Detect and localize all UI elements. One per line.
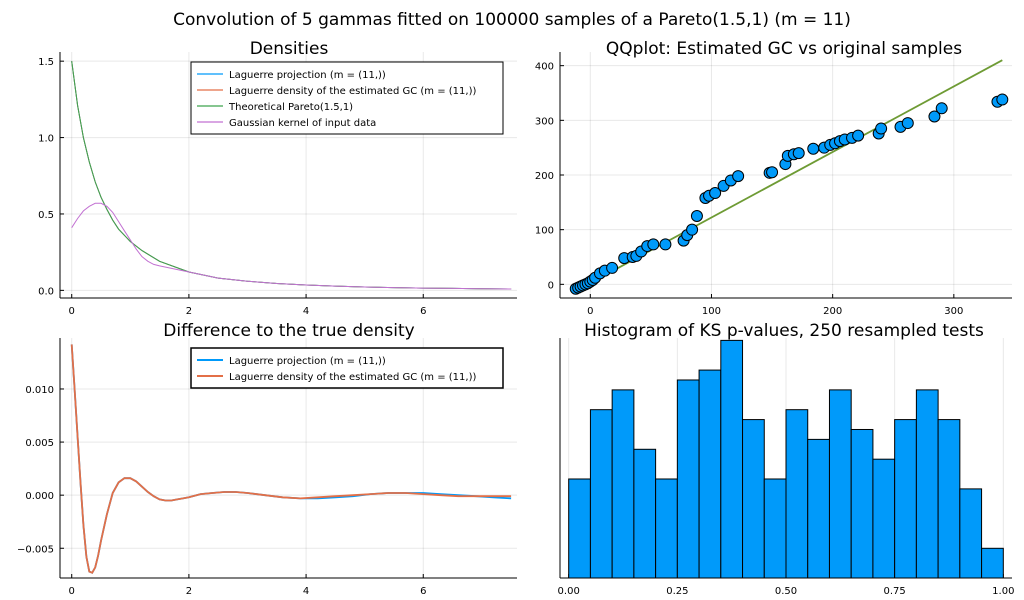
panel-2: 0 100 200 300 0 100 200 300 400 QQplot: Estimated… (535, 39, 1012, 317)
histogram-bar (742, 419, 765, 578)
panel-title: Difference to the true density (163, 321, 414, 341)
histogram-bar (807, 438, 830, 578)
legend: Laguerre projection (m = (11,)) Laguerre … (190, 347, 504, 389)
histogram-bar (611, 389, 635, 578)
y-tick-label: 0.005 (25, 438, 54, 449)
plot-area (569, 59, 1009, 295)
legend: Laguerre projection (m = (11,)) Laguerre … (190, 61, 504, 135)
histogram-bar (915, 389, 939, 578)
x-tick-label: 6 (420, 306, 426, 317)
panel-3: 0 2 4 6 −0.005 0.000 0.005 0.010 Difference to t… (17, 321, 517, 597)
scatter-point (792, 147, 805, 160)
legend-label: Laguerre density of the estimated GC (m … (229, 86, 476, 97)
legend-box (190, 61, 504, 135)
histogram-bar (785, 409, 809, 578)
histogram-bar (894, 419, 917, 578)
histogram-bar (568, 478, 591, 578)
scatter-point (807, 142, 820, 155)
legend-box (190, 347, 504, 389)
panel-title: Densities (250, 39, 329, 59)
y-tick-label: 300 (535, 116, 554, 127)
y-tick-label: 0.000 (25, 491, 54, 502)
figure-title: Convolution of 5 gammas fitted on 100000… (173, 10, 851, 30)
histogram-bar (655, 478, 678, 578)
plot-area (71, 61, 512, 290)
y-tick-label: 0.010 (25, 385, 54, 396)
x-tick-label: 4 (303, 306, 309, 317)
y-tick-label: 1.0 (38, 134, 54, 145)
scatter-point (996, 93, 1009, 106)
x-tick-label: 0.00 (558, 586, 580, 597)
y-tick-label: −0.005 (17, 544, 54, 555)
y-tick-label: 1.5 (38, 57, 54, 68)
legend-label: Laguerre projection (m = (11,)) (229, 70, 386, 81)
histogram-bar (850, 428, 874, 578)
x-tick-label: 4 (303, 586, 309, 597)
y-tick-label: 400 (535, 62, 554, 73)
histogram-bar (676, 379, 700, 578)
scatter-point (606, 261, 619, 274)
legend-label: Gaussian kernel of input data (229, 118, 376, 129)
x-tick-label: 0 (69, 306, 75, 317)
plot-area (70, 344, 512, 574)
y-tick-label: 0.5 (38, 210, 54, 221)
legend-label: Laguerre projection (m = (11,)) (229, 356, 386, 367)
x-tick-label: 1.00 (992, 586, 1014, 597)
scatter-point (852, 129, 865, 142)
y-tick-label: 200 (535, 171, 554, 182)
scatter-point (690, 210, 703, 222)
histogram-bar (763, 478, 787, 578)
panel-4: 0.00 0.25 0.50 0.75 1.00 Histogram of KS p-va… (558, 321, 1015, 597)
histogram-bar (981, 547, 1004, 578)
plot-area (568, 339, 1004, 578)
scatter-point (659, 238, 672, 251)
histogram-bar (698, 369, 722, 578)
series-line (71, 202, 512, 290)
scatter-point (647, 238, 660, 251)
panel-title: QQplot: Estimated GC vs original samples (606, 39, 962, 59)
x-tick-label: 300 (944, 306, 963, 317)
y-tick-label: 0 (548, 280, 554, 291)
x-tick-label: 0.50 (775, 586, 797, 597)
scatter-point (901, 117, 914, 130)
y-tick-label: 0.0 (38, 286, 54, 297)
x-tick-label: 2 (186, 586, 192, 597)
x-tick-label: 6 (420, 586, 426, 597)
x-tick-label: 0 (69, 586, 75, 597)
x-tick-label: 2 (186, 306, 192, 317)
scatter-point (875, 122, 888, 135)
scatter-point (686, 223, 699, 236)
x-tick-label: 0.25 (666, 586, 688, 597)
histogram-bar (937, 419, 961, 578)
histogram-bar (959, 488, 983, 578)
scatter-point (709, 187, 722, 200)
histogram-bar (720, 339, 744, 578)
x-tick-label: 0 (587, 306, 593, 317)
legend-label: Theoretical Pareto(1.5,1) (228, 102, 353, 113)
scatter-point (766, 166, 779, 179)
scatter-point (928, 110, 941, 123)
series-line (70, 344, 512, 574)
legend-label: Laguerre density of the estimated GC (m … (229, 372, 476, 383)
histogram-bar (828, 389, 852, 578)
panel-title: Histogram of KS p-values, 250 resampled … (584, 321, 984, 341)
scatter-point (732, 170, 745, 183)
histogram-bar (589, 409, 613, 578)
scatter-point (935, 102, 948, 115)
x-tick-label: 100 (702, 306, 721, 317)
histogram-bar (872, 458, 896, 578)
y-tick-label: 100 (535, 226, 554, 237)
histogram-bar (633, 448, 657, 578)
x-tick-label: 200 (823, 306, 842, 317)
x-tick-label: 0.75 (884, 586, 906, 597)
